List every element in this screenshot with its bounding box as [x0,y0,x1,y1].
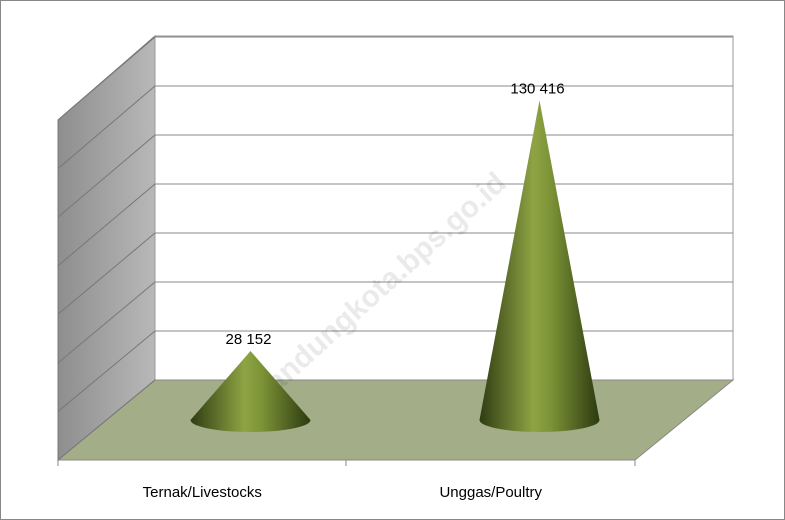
side-grid-line [57,281,156,364]
data-label: 130 416 [510,80,564,97]
side-grid-line [57,183,156,267]
side-grid-line [57,232,156,315]
cone [190,351,311,432]
side-grid-line [57,134,156,218]
side-grid-line [57,379,156,461]
floor [56,379,735,461]
side-grid-line [57,36,156,121]
x-tick-label: Ternak/Livestocks [143,484,262,501]
cone [479,100,600,432]
side-grid-line [57,330,156,412]
data-label: 28 152 [226,331,272,348]
x-tick-label: Unggas/Poultry [439,484,542,501]
side-grid-line [57,85,156,169]
